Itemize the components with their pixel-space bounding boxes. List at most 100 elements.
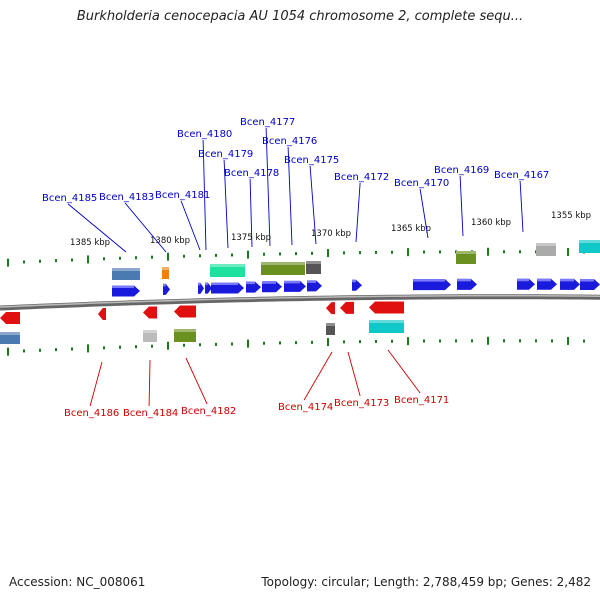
rrna-block [112, 268, 140, 280]
feature-block-highlight [306, 261, 321, 264]
genome-backbone [0, 294, 600, 311]
ruler-label: 1385 kbp [70, 238, 110, 248]
forward-gene-highlight [198, 282, 201, 286]
forward-gene-label: Bcen_4172 [334, 172, 389, 183]
forward-gene-arrow [112, 285, 140, 297]
forward-label-leader [287, 146, 293, 246]
reverse-gene-arrow [0, 312, 20, 324]
feature-block [306, 261, 321, 274]
accession-text: Accession: NC_008061 [9, 575, 146, 589]
reverse-gene-arrow [143, 306, 157, 319]
reverse-gene-label: Bcen_4186 [64, 408, 119, 419]
forward-gene-highlight [112, 285, 134, 289]
forward-label-leader [124, 202, 167, 253]
feature-block-highlight [579, 240, 600, 243]
forward-gene-highlight [457, 278, 471, 282]
forward-gene-arrow [537, 278, 557, 290]
forward-gene-highlight [413, 279, 445, 282]
forward-label-leader [180, 200, 201, 251]
forward-gene-arrow [580, 279, 600, 291]
feature-block-highlight [143, 330, 157, 333]
ruler-label: 1360 kbp [471, 218, 511, 228]
reverse-gene-arrow [326, 302, 335, 315]
feature-block [326, 323, 335, 335]
forward-gene-label: Bcen_4177 [240, 117, 295, 128]
rrna-block [0, 332, 20, 344]
feature-block [536, 243, 556, 256]
ruler-label: 1355 kbp [551, 211, 591, 221]
forward-gene-arrow [284, 280, 306, 292]
forward-gene-arrow [205, 282, 212, 294]
reverse-gene-arrow [98, 308, 106, 321]
reverse-gene-arrow [174, 305, 196, 318]
forward-gene-label: Bcen_4181 [155, 190, 210, 201]
rrna-block-highlight [112, 268, 140, 271]
feature-block [261, 262, 305, 275]
ruler-label: 1380 kbp [150, 236, 190, 246]
forward-gene-arrow [457, 278, 477, 290]
forward-gene-label: Bcen_4178 [224, 168, 279, 179]
forward-gene-highlight [352, 279, 356, 283]
reverse-gene-label: Bcen_4174 [278, 402, 333, 413]
forward-gene-highlight [205, 282, 208, 286]
forward-gene-highlight [284, 280, 300, 284]
forward-gene-highlight [262, 281, 276, 284]
forward-gene-arrow [211, 282, 244, 294]
forward-label-leader [459, 175, 464, 237]
feature-block [162, 267, 169, 279]
ruler-label: 1370 kbp [311, 229, 351, 239]
feature-block [210, 264, 245, 277]
forward-gene-label: Bcen_4169 [434, 165, 489, 176]
feature-block-highlight [261, 262, 305, 265]
reverse-gene-label: Bcen_4182 [181, 406, 236, 417]
forward-gene-label: Bcen_4167 [494, 170, 549, 181]
forward-gene-highlight [163, 283, 166, 287]
forward-label-leader [67, 203, 127, 253]
forward-gene-label: Bcen_4176 [262, 136, 317, 147]
feature-block [174, 329, 196, 342]
forward-gene-label: Bcen_4185 [42, 193, 97, 204]
forward-gene-arrow [198, 282, 204, 294]
reverse-gene-arrow [340, 301, 354, 314]
forward-label-leader [519, 180, 524, 233]
forward-label-leader [249, 178, 253, 248]
reverse-gene-label: Bcen_4171 [394, 395, 449, 406]
forward-gene-highlight [246, 281, 255, 285]
ruler-label: 1375 kbp [231, 233, 271, 243]
forward-gene-arrow [163, 283, 170, 295]
reverse-label-leader [347, 351, 361, 397]
forward-label-leader [202, 139, 207, 251]
forward-gene-label: Bcen_4183 [99, 192, 154, 203]
forward-gene-arrow [413, 279, 451, 291]
reverse-gene-label: Bcen_4184 [123, 408, 178, 419]
feature-block-highlight [326, 323, 335, 326]
forward-gene-highlight [211, 282, 238, 286]
ruler-label: 1365 kbp [391, 224, 431, 234]
forward-gene-arrow [560, 278, 580, 290]
forward-gene-arrow [517, 278, 535, 290]
forward-gene-label: Bcen_4179 [198, 149, 253, 160]
feature-block [456, 251, 476, 264]
forward-label-leader [265, 127, 271, 247]
forward-gene-arrow [262, 281, 282, 293]
reverse-label-leader [89, 361, 103, 407]
reverse-label-leader [148, 359, 151, 407]
topology-text: Topology: circular; Length: 2,788,459 bp… [261, 575, 591, 589]
feature-block-highlight [162, 267, 169, 270]
forward-gene-arrow [246, 281, 261, 293]
feature-block [579, 240, 600, 253]
forward-label-leader [419, 188, 429, 239]
forward-gene-arrow [352, 279, 362, 291]
forward-gene-arrow [307, 280, 322, 292]
reverse-label-leader [185, 357, 208, 405]
forward-label-leader [223, 159, 229, 249]
reverse-label-leader [387, 349, 421, 394]
reverse-gene-arrow [369, 301, 404, 314]
reverse-label-leader [303, 351, 333, 401]
reverse-gene-label: Bcen_4173 [334, 398, 389, 409]
feature-block [143, 330, 157, 342]
rrna-block-highlight [0, 332, 20, 335]
feature-block-highlight [210, 264, 245, 267]
feature-block-highlight [174, 329, 196, 332]
feature-block-highlight [369, 320, 404, 323]
